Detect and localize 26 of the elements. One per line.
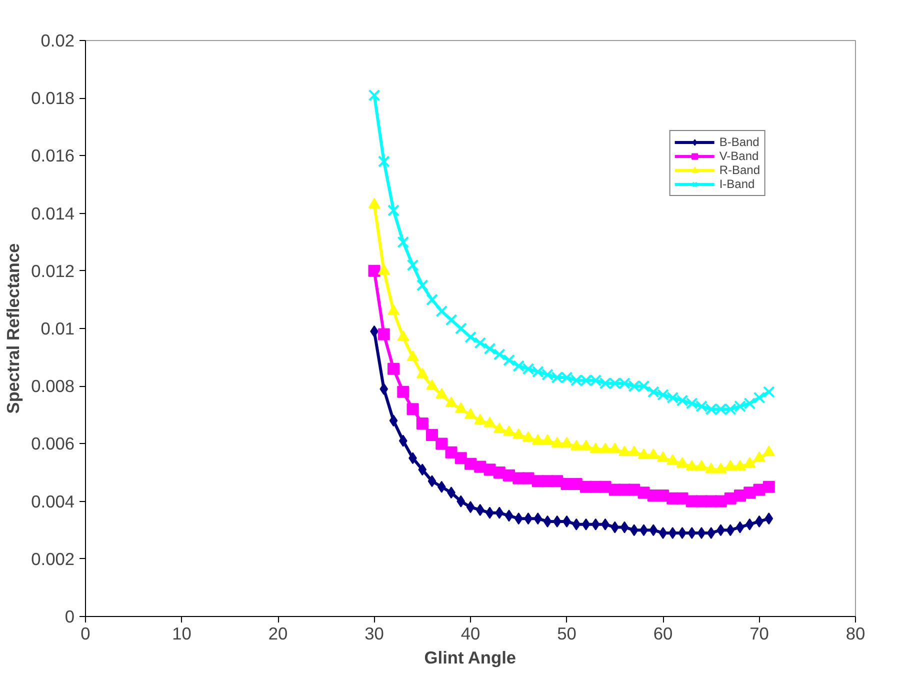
y-tick-label: 0: [64, 606, 75, 626]
legend-label: B-Band: [719, 135, 760, 149]
x-tick-label: 50: [557, 624, 576, 644]
y-tick-label: 0.004: [31, 491, 75, 512]
x-tick-label: 20: [268, 624, 288, 644]
legend-label: R-Band: [719, 163, 760, 177]
x-tick-label: 70: [750, 624, 769, 644]
y-tick-label: 0.002: [31, 548, 75, 569]
x-tick-label: 60: [653, 624, 673, 644]
x-tick-label: 0: [80, 624, 90, 644]
legend-label: I-Band: [719, 177, 755, 191]
x-tick-label: 10: [172, 624, 192, 644]
y-tick-label: 0.012: [31, 260, 75, 281]
x-tick-label: 40: [460, 624, 480, 644]
legend-label: V-Band: [719, 149, 759, 163]
x-tick-label: 80: [846, 624, 866, 644]
x-tick-label: 30: [364, 624, 384, 644]
y-tick-label: 0.016: [31, 146, 75, 166]
y-tick-label: 0.014: [31, 203, 75, 224]
y-axis-title: Spectral Reflectance: [3, 242, 24, 414]
y-tick-label: 0.018: [31, 88, 75, 108]
y-tick-label: 0.008: [31, 376, 75, 396]
y-tick-label: 0.006: [31, 434, 75, 454]
y-tick-label: 0.01: [40, 318, 75, 338]
x-axis-title: Glint Angle: [424, 648, 516, 668]
y-tick-label: 0.02: [40, 30, 75, 50]
